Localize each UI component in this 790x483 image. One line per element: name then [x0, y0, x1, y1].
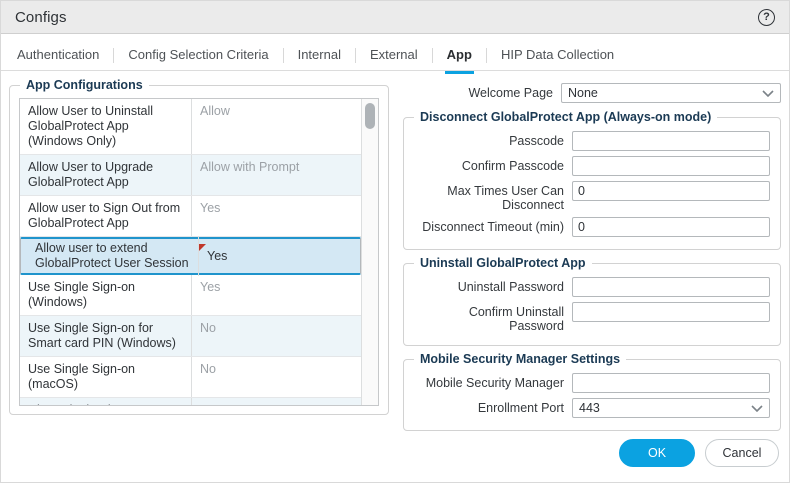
- help-icon[interactable]: ?: [758, 8, 775, 26]
- app-configurations-fieldset: App Configurations Allow User to Uninsta…: [9, 78, 389, 415]
- setting-value[interactable]: Allow: [192, 99, 361, 154]
- tab-bar: Authentication Config Selection Criteria…: [1, 34, 789, 74]
- setting-value-text: No: [200, 321, 216, 335]
- setting-value[interactable]: No: [192, 316, 361, 356]
- setting-value[interactable]: Yes: [192, 275, 361, 315]
- msm-fieldset: Mobile Security Manager Settings Mobile …: [403, 352, 781, 431]
- passcode-input[interactable]: [572, 131, 770, 151]
- setting-value[interactable]: Allow with Prompt: [192, 155, 361, 195]
- msm-label: Mobile Security Manager: [425, 376, 564, 390]
- setting-name: Clear Single Sign-On Credentials on Logo…: [20, 398, 192, 405]
- table-row[interactable]: Allow User to Upgrade GlobalProtect App …: [20, 155, 361, 196]
- dialog-title: Configs: [15, 8, 67, 26]
- setting-value-text: Yes: [207, 248, 228, 263]
- uninstall-password-label: Uninstall Password: [457, 280, 564, 294]
- welcome-page-value: None: [568, 86, 598, 100]
- setting-value-text: Yes: [200, 403, 220, 405]
- tab-external[interactable]: External: [369, 47, 418, 62]
- welcome-page-select[interactable]: None: [561, 83, 781, 103]
- setting-name: Allow user to Sign Out from GlobalProtec…: [20, 196, 192, 236]
- tab-content-app: App Configurations Allow User to Uninsta…: [1, 71, 789, 444]
- tab-separator: [282, 47, 284, 63]
- passcode-row: Passcode: [414, 131, 770, 151]
- table-row[interactable]: Allow User to Uninstall GlobalProtect Ap…: [20, 99, 361, 155]
- tab-separator: [113, 47, 115, 63]
- welcome-page-row: Welcome Page None: [403, 83, 781, 103]
- tab-separator: [354, 47, 356, 63]
- setting-name: Use Single Sign-on (Windows): [20, 275, 192, 315]
- setting-value[interactable]: Yes: [192, 196, 361, 236]
- setting-value-text: No: [200, 362, 216, 376]
- table-row[interactable]: Use Single Sign-on (macOS) No: [20, 357, 361, 398]
- setting-value-text: Yes: [200, 201, 221, 215]
- tab-app[interactable]: App: [444, 43, 474, 74]
- tab-authentication[interactable]: Authentication: [17, 47, 100, 62]
- table-body: Allow User to Uninstall GlobalProtect Ap…: [20, 99, 361, 405]
- scrollbar-thumb[interactable]: [365, 103, 375, 129]
- uninstall-password-row: Uninstall Password: [414, 277, 770, 297]
- setting-name: Allow User to Upgrade GlobalProtect App: [20, 155, 192, 195]
- setting-name: Use Single Sign-on (macOS): [20, 357, 192, 397]
- tab-separator: [485, 47, 487, 63]
- max-times-disconnect-row: Max Times User Can Disconnect: [414, 181, 770, 212]
- ok-button[interactable]: OK: [619, 439, 695, 467]
- enrollment-port-row: Enrollment Port 443: [414, 398, 770, 418]
- disconnect-timeout-row: Disconnect Timeout (min): [414, 217, 770, 237]
- uninstall-legend: Uninstall GlobalProtect App: [414, 256, 592, 270]
- welcome-page-label: Welcome Page: [468, 86, 553, 100]
- table-row[interactable]: Use Single Sign-on (Windows) Yes: [20, 275, 361, 316]
- setting-name: Allow user to extend GlobalProtect User …: [27, 236, 199, 276]
- setting-value-text: Yes: [200, 280, 221, 294]
- confirm-uninstall-password-input[interactable]: [572, 302, 770, 322]
- dialog-footer: OK Cancel: [619, 439, 779, 467]
- modified-marker: [199, 243, 206, 251]
- passcode-label: Passcode: [509, 134, 564, 148]
- msm-legend: Mobile Security Manager Settings: [414, 352, 627, 366]
- cancel-button[interactable]: Cancel: [705, 439, 779, 467]
- confirm-passcode-row: Confirm Passcode: [414, 156, 770, 176]
- app-configurations-legend: App Configurations: [20, 78, 149, 92]
- setting-name: Allow User to Uninstall GlobalProtect Ap…: [20, 99, 192, 154]
- disconnect-fieldset: Disconnect GlobalProtect App (Always-on …: [403, 110, 781, 250]
- confirm-passcode-input[interactable]: [572, 156, 770, 176]
- tab-internal[interactable]: Internal: [297, 47, 341, 62]
- setting-value-text: Allow: [200, 104, 230, 118]
- chevron-down-icon: [751, 404, 763, 412]
- table-row[interactable]: Allow user to Sign Out from GlobalProtec…: [20, 196, 361, 237]
- setting-value-text: Allow with Prompt: [200, 160, 300, 174]
- enrollment-port-label: Enrollment Port: [477, 401, 564, 415]
- enrollment-port-select[interactable]: 443: [572, 398, 770, 418]
- setting-name: Use Single Sign-on for Smart card PIN (W…: [20, 316, 192, 356]
- uninstall-password-input[interactable]: [572, 277, 770, 297]
- setting-value[interactable]: Yes: [192, 398, 361, 405]
- disconnect-legend: Disconnect GlobalProtect App (Always-on …: [414, 110, 718, 124]
- disconnect-timeout-label: Disconnect Timeout (min): [422, 220, 564, 234]
- table-row-selected[interactable]: Allow user to extend GlobalProtect User …: [20, 236, 361, 276]
- table-row[interactable]: Use Single Sign-on for Smart card PIN (W…: [20, 316, 361, 357]
- uninstall-fieldset: Uninstall GlobalProtect App Uninstall Pa…: [403, 256, 781, 346]
- msm-row: Mobile Security Manager: [414, 373, 770, 393]
- tab-separator: [431, 47, 433, 63]
- chevron-down-icon: [762, 89, 774, 97]
- tab-hip-data-collection[interactable]: HIP Data Collection: [500, 47, 615, 62]
- disconnect-timeout-input[interactable]: [572, 217, 770, 237]
- confirm-uninstall-password-row: Confirm Uninstall Password: [414, 302, 770, 333]
- max-times-disconnect-label: Max Times User Can Disconnect: [447, 184, 564, 212]
- table-scrollbar[interactable]: [361, 99, 378, 405]
- setting-value[interactable]: Yes: [199, 243, 354, 269]
- confirm-uninstall-password-label: Confirm Uninstall Password: [468, 305, 564, 333]
- dialog-header: Configs ?: [1, 1, 789, 34]
- setting-value[interactable]: No: [192, 357, 361, 397]
- enrollment-port-value: 443: [579, 401, 600, 415]
- confirm-passcode-label: Confirm Passcode: [461, 159, 564, 173]
- msm-input[interactable]: [572, 373, 770, 393]
- table-row[interactable]: Clear Single Sign-On Credentials on Logo…: [20, 398, 361, 405]
- tab-config-selection-criteria[interactable]: Config Selection Criteria: [128, 47, 269, 62]
- app-configurations-table: Allow User to Uninstall GlobalProtect Ap…: [19, 98, 379, 406]
- max-times-disconnect-input[interactable]: [572, 181, 770, 201]
